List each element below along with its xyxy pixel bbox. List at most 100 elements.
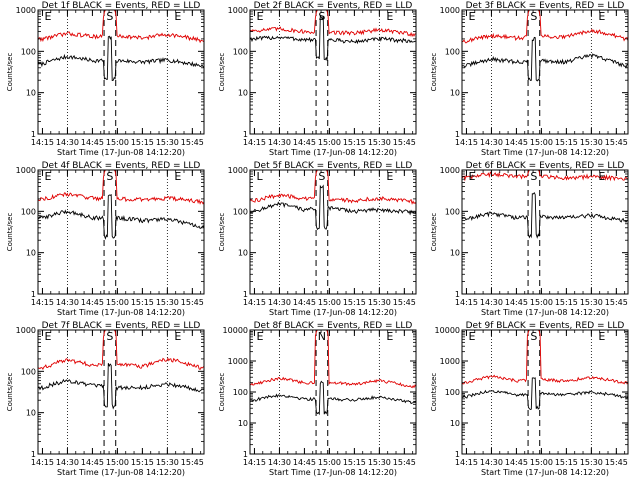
marker-label-center: S (318, 170, 325, 183)
events-curve (461, 36, 629, 82)
plot-frame (249, 169, 417, 295)
x-tick-label: 14:30 (480, 298, 503, 307)
x-tick-label: 15:00 (106, 138, 129, 147)
x-tick-label: 15:00 (106, 298, 129, 307)
y-tick-label: 1 (243, 290, 248, 299)
marker-label-left: E (468, 10, 475, 23)
y-axis-title: Counts/sec (430, 373, 438, 412)
x-tick-label: 14:30 (480, 138, 503, 147)
x-tick-label: 14:15 (243, 138, 266, 147)
x-tick-label: 15:15 (131, 298, 154, 307)
y-tick-label: 1000 (228, 6, 248, 15)
y-axis-title: Counts/sec (218, 373, 226, 412)
x-tick-label: 15:45 (605, 458, 628, 467)
events-curve (37, 194, 205, 240)
y-tick-label: 1000 (16, 166, 36, 175)
x-tick-label: 15:30 (156, 138, 179, 147)
lld-curve (249, 169, 417, 205)
marker-label-center: S (530, 170, 537, 183)
x-tick-label: 15:45 (605, 298, 628, 307)
marker-label-center: S (106, 330, 113, 343)
panel-title: Det 2f BLACK = Events, RED = LLD (254, 1, 413, 11)
events-curve (37, 35, 205, 82)
marker-label-right: E (386, 10, 393, 23)
x-tick-label: 14:30 (56, 298, 79, 307)
x-tick-label: 15:30 (156, 298, 179, 307)
marker-label-left: E (44, 330, 51, 343)
x-axis-title: Start Time (17-Jun-08 14:12:20) (269, 148, 397, 157)
x-tick-label: 15:45 (605, 138, 628, 147)
x-axis-title: Start Time (17-Jun-08 14:12:20) (481, 308, 609, 317)
y-tick-label: 1 (455, 290, 460, 299)
x-tick-label: 15:00 (106, 458, 129, 467)
x-tick-label: 15:15 (555, 458, 578, 467)
y-tick-label: 10 (26, 409, 36, 418)
y-tick-label: 100 (445, 207, 460, 216)
panel-title: Det 3f BLACK = Events, RED = LLD (466, 1, 625, 11)
x-tick-label: 14:15 (31, 138, 54, 147)
marker-label-center: S (318, 10, 325, 23)
marker-label-left: E (44, 170, 51, 183)
marker-label-right: E (598, 10, 605, 23)
lld-curve (37, 169, 205, 205)
x-tick-label: 15:00 (530, 138, 553, 147)
lld-curve (249, 9, 416, 38)
panel-title: Det 5f BLACK = Events, RED = LLD (254, 161, 413, 171)
y-tick-label: 1000 (16, 326, 36, 335)
lld-curve (37, 9, 205, 44)
plot-frame (37, 169, 205, 295)
x-tick-label: 14:15 (455, 458, 478, 467)
x-tick-label: 15:30 (368, 298, 391, 307)
plot-frame (461, 169, 629, 295)
events-curve (250, 380, 417, 416)
x-tick-label: 14:45 (81, 298, 104, 307)
x-tick-label: 15:15 (131, 138, 154, 147)
panel-title: Det 9f BLACK = Events, RED = LLD (466, 321, 625, 331)
marker-label-right: E (598, 330, 605, 343)
events-curve (461, 192, 629, 239)
x-tick-label: 15:45 (393, 138, 416, 147)
x-axis-title: Start Time (17-Jun-08 14:12:20) (57, 468, 185, 477)
x-tick-label: 14:15 (455, 298, 478, 307)
x-tick-label: 15:15 (555, 298, 578, 307)
lld-curve (461, 169, 628, 182)
y-axis-title: Counts/sec (218, 213, 226, 252)
x-tick-label: 15:45 (181, 138, 204, 147)
plot-frame (249, 329, 417, 455)
x-tick-label: 14:45 (505, 138, 528, 147)
x-tick-label: 15:30 (580, 458, 603, 467)
x-tick-label: 15:15 (555, 138, 578, 147)
x-tick-label: 15:30 (368, 138, 391, 147)
x-tick-label: 15:30 (156, 458, 179, 467)
y-tick-label: 100 (21, 47, 36, 56)
x-tick-label: 14:15 (243, 458, 266, 467)
x-tick-label: 14:45 (293, 298, 316, 307)
x-tick-label: 15:30 (580, 138, 603, 147)
x-tick-label: 14:45 (293, 458, 316, 467)
marker-label-right: E (386, 170, 393, 183)
y-axis-title: Counts/sec (218, 53, 226, 92)
x-tick-label: 14:45 (505, 298, 528, 307)
y-tick-label: 100 (233, 47, 248, 56)
x-tick-label: 14:30 (268, 138, 291, 147)
lld-curve (37, 329, 205, 371)
y-tick-label: 10000 (223, 326, 248, 335)
y-tick-label: 1000 (16, 6, 36, 15)
x-tick-label: 15:45 (393, 458, 416, 467)
y-tick-label: 1 (243, 130, 248, 139)
marker-label-right: E (174, 330, 181, 343)
plot-frame (249, 9, 417, 135)
events-curve (461, 377, 629, 411)
panel-title: Det 6f BLACK = Events, RED = LLD (466, 161, 625, 171)
plot-frame (461, 9, 629, 135)
events-curve (249, 184, 417, 231)
y-tick-label: 1000 (228, 357, 248, 366)
x-axis-title: Start Time (17-Jun-08 14:12:20) (481, 148, 609, 157)
y-tick-label: 1000 (440, 166, 460, 175)
lld-curve (461, 329, 629, 385)
x-tick-label: 15:15 (343, 458, 366, 467)
y-tick-label: 10 (450, 89, 460, 98)
